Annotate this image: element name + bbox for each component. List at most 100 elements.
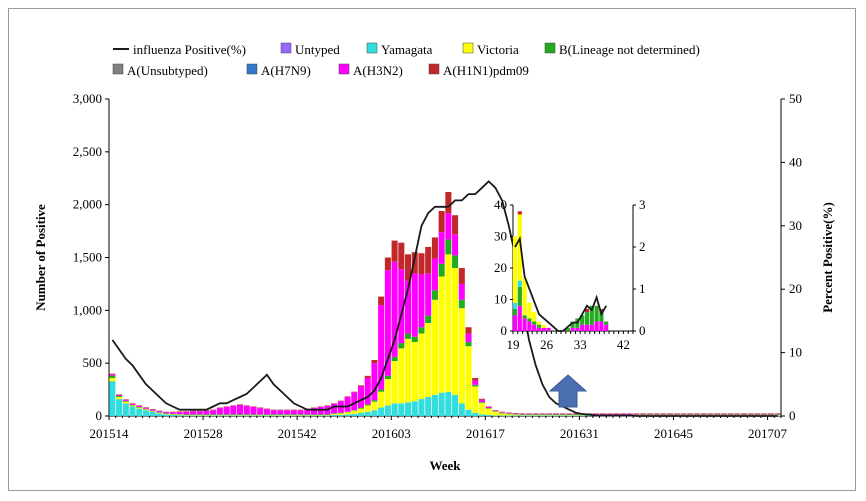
bar-segment: [263, 415, 270, 416]
bar-segment: [505, 414, 512, 416]
bar-segment: [391, 240, 398, 262]
bar-segment: [640, 413, 647, 414]
bar-segment: [438, 263, 445, 277]
bar-segment: [767, 413, 774, 414]
legend-label: Yamagata: [381, 42, 433, 57]
bar-segment: [250, 407, 257, 415]
bar-segment: [405, 254, 412, 281]
bar-segment: [525, 414, 533, 415]
bar-segment: [257, 414, 264, 416]
bar-segment: [505, 415, 512, 416]
bar-segment: [653, 413, 660, 415]
bar-segment: [525, 415, 533, 416]
bar-segment: [714, 413, 721, 414]
x-axis-title: Week: [429, 458, 461, 473]
bar-segment: [667, 413, 674, 414]
bar-segment: [546, 414, 553, 416]
legend-swatch: [338, 63, 350, 75]
bar-segment: [304, 409, 311, 415]
bar-segment: [183, 414, 190, 415]
bar-segment: [707, 413, 714, 414]
bar-segment: [519, 414, 526, 416]
bar-segment: [680, 414, 687, 415]
legend-label: A(H7N9): [261, 63, 311, 78]
bar-segment: [129, 404, 136, 406]
bar-segment: [774, 413, 781, 414]
bar-segment: [754, 413, 761, 415]
bar-segment: [250, 414, 257, 416]
bar-segment: [176, 411, 183, 415]
bar-segment: [196, 414, 203, 415]
bar-segment: [371, 359, 378, 364]
bar-segment: [189, 410, 197, 412]
bar-segment: [398, 343, 405, 349]
inset-bar-segment: [512, 308, 518, 316]
bar-segment: [344, 396, 351, 397]
inset-bar-segment: [594, 321, 599, 331]
bar-segment: [633, 413, 640, 414]
bar-segment: [431, 237, 438, 259]
bar-segment: [109, 373, 116, 375]
bar-segment: [539, 415, 546, 416]
bar-segment: [176, 411, 183, 412]
y2-tick-label: 20: [789, 281, 802, 296]
bar-segment: [425, 273, 432, 316]
bar-segment: [673, 413, 680, 414]
bar-segment: [297, 414, 304, 415]
bar-segment: [438, 276, 445, 393]
bar-segment: [774, 414, 781, 415]
bar-segment: [109, 377, 116, 382]
bar-segment: [673, 414, 680, 415]
legend-swatch: [366, 42, 378, 54]
bar-segment: [189, 415, 197, 416]
bar-segment: [445, 191, 452, 214]
bar-segment: [277, 414, 284, 415]
inset-bar-segment: [512, 236, 518, 303]
bar-segment: [418, 333, 425, 400]
inset-bar-segment: [589, 324, 594, 331]
bar-segment: [566, 414, 573, 415]
bar-segment: [546, 414, 553, 415]
bar-segment: [290, 409, 297, 411]
bar-segment: [384, 257, 391, 271]
bar-segment: [344, 396, 351, 412]
bar-segment: [331, 413, 338, 414]
y2-tick-label: 30: [789, 218, 802, 233]
bar-segment: [445, 213, 452, 240]
x-tick-label: 201617: [466, 426, 506, 441]
bar-segment: [223, 415, 230, 416]
bar-segment: [573, 413, 580, 415]
inset-bar-segment: [584, 312, 590, 325]
bar-segment: [250, 415, 257, 416]
x-tick-label: 201631: [560, 426, 599, 441]
bar-segment: [149, 411, 156, 416]
bar-segment: [566, 415, 573, 416]
bar-segment: [707, 414, 714, 415]
bar-segment: [284, 414, 291, 415]
bar-segment: [116, 395, 123, 397]
bar-segment: [767, 413, 774, 415]
bar-segment: [391, 403, 398, 416]
inset-bar-segment: [584, 324, 590, 331]
bar-segment: [579, 414, 586, 416]
bar-segment: [425, 323, 432, 397]
bar-segment: [284, 414, 291, 416]
x-tick-label: 201603: [372, 426, 411, 441]
bar-segment: [310, 415, 317, 416]
bar-segment: [660, 414, 667, 415]
bar-segment: [210, 410, 217, 415]
bar-segment: [505, 412, 512, 414]
bar-segment: [163, 413, 170, 414]
bar-segment: [687, 413, 694, 415]
bar-segment: [378, 407, 385, 416]
bar-segment: [458, 299, 465, 309]
y-tick-label: 500: [83, 355, 103, 370]
legend-swatch: [280, 42, 292, 54]
bar-segment: [169, 413, 176, 415]
bar-segment: [532, 414, 539, 416]
bar-segment: [465, 346, 472, 410]
bar-segment: [391, 261, 398, 357]
bar-segment: [337, 414, 344, 416]
inset-bar-segment: [594, 305, 599, 322]
bar-segment: [169, 414, 176, 415]
